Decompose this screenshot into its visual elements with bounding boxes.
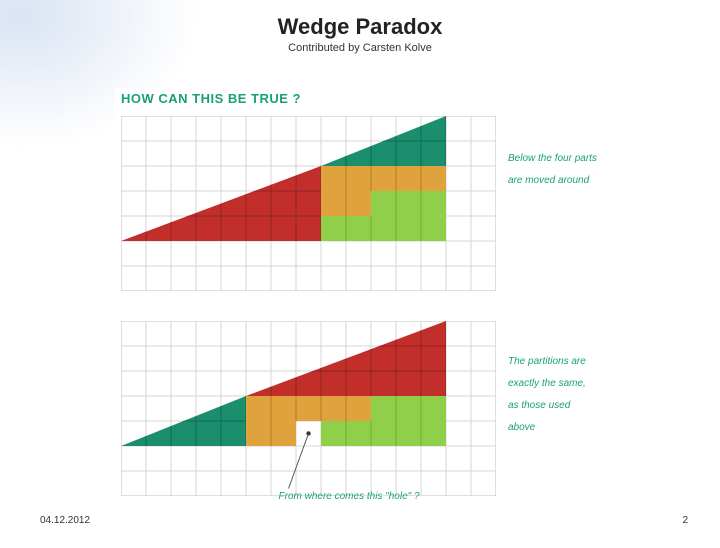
- paradox-figure: HOW CAN THIS BE TRUE ? Below the four pa…: [115, 88, 615, 528]
- title-block: Wedge Paradox Contributed by Carsten Kol…: [0, 0, 720, 54]
- footer-date: 04.12.2012: [40, 515, 90, 526]
- page-title: Wedge Paradox: [0, 14, 720, 40]
- hole-pointer: [115, 88, 615, 548]
- footer-page: 2: [682, 515, 688, 526]
- page-subtitle: Contributed by Carsten Kolve: [0, 42, 720, 54]
